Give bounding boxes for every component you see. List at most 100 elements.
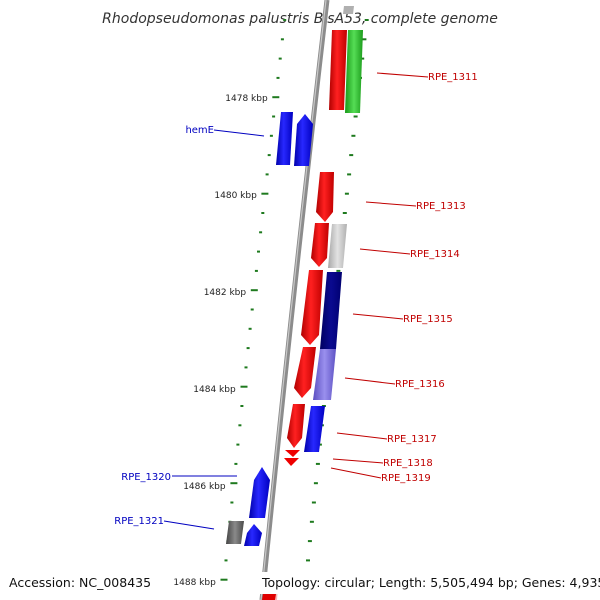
scale-label: 1484 kbp	[193, 385, 236, 395]
map-title: Rhodopseudomonas palustris BisA53, compl…	[102, 11, 498, 27]
outer-tick	[364, 19, 369, 21]
outer-tick	[360, 57, 365, 60]
outer-tick	[344, 192, 349, 195]
gene-label-rpe1320[interactable]: RPE_1320	[121, 472, 171, 483]
outer-tick	[342, 212, 347, 214]
gene-label-rpe1315[interactable]: RPE_1315	[403, 314, 453, 325]
gene-feature-rpe1311	[345, 30, 363, 113]
gene-feature-rpe1321	[226, 521, 244, 544]
leader-rpe1314	[359, 248, 411, 255]
leader-hemE	[213, 129, 265, 137]
leader-rpe1317	[336, 432, 388, 440]
gene-feature-red-1316a	[294, 347, 316, 398]
scale-label: 1480 kbp	[214, 191, 257, 201]
outer-tick	[336, 269, 341, 272]
scale-label: 1488 kbp	[173, 578, 216, 588]
scale-label: 1482 kbp	[204, 288, 247, 298]
gene-feature-red	[329, 30, 347, 110]
gene-feature-red-1314a	[311, 223, 329, 267]
gene-feature-hemE-a	[276, 112, 293, 165]
scale-label: 1486 kbp	[183, 482, 226, 492]
gene-label-leaders	[163, 72, 429, 530]
scale-label: 1478 kbp	[225, 94, 268, 104]
gene-label-rpe1316[interactable]: RPE_1316	[395, 379, 445, 390]
outer-tick	[307, 540, 312, 543]
inner-tick	[250, 308, 254, 311]
inner-tick	[230, 501, 234, 504]
leader-rpe1313	[365, 201, 417, 207]
outer-tick	[313, 482, 318, 485]
gene-feature-hemE-b	[294, 114, 313, 166]
inner-tick	[283, 19, 287, 21]
gene-feature-rpe1317-red	[287, 404, 305, 448]
inner-tick	[240, 385, 248, 388]
genome-backbone-highlight	[260, 0, 327, 600]
outer-tick	[353, 115, 358, 118]
inner-tick	[248, 327, 252, 330]
gene-feature-rpe1319	[284, 458, 299, 466]
genome-backbone	[259, 0, 330, 600]
inner-tick	[238, 424, 242, 427]
gene-label-rpe1319[interactable]: RPE_1319	[381, 473, 431, 484]
inner-tick	[259, 231, 263, 234]
gene-label-rpe1318[interactable]: RPE_1318	[383, 458, 433, 469]
gene-label-rpe1311[interactable]: RPE_1311	[428, 72, 478, 83]
inner-tick	[276, 76, 280, 79]
leader-rpe1319	[330, 467, 382, 479]
inner-tick	[261, 212, 265, 214]
outer-tick	[315, 462, 320, 465]
leader-rpe1311	[376, 72, 429, 78]
leader-rpe1315	[352, 313, 404, 320]
inner-tick	[224, 559, 228, 562]
gene-feature-top-grey	[343, 6, 354, 14]
inner-tick	[246, 347, 250, 350]
outer-tick	[347, 173, 352, 176]
accession-text: Accession: NC_008435	[9, 575, 151, 590]
inner-tick	[240, 405, 244, 407]
inner-tick	[230, 482, 238, 485]
leader-rpe1321	[163, 520, 215, 530]
inner-tick	[269, 134, 273, 137]
outer-tick	[309, 520, 314, 523]
gene-features	[226, 6, 363, 600]
gene-label-rpe1314[interactable]: RPE_1314	[410, 249, 460, 260]
gene-feature-rpe1316	[313, 349, 336, 400]
leader-rpe1316	[344, 377, 396, 385]
gene-label-hemE[interactable]: hemE	[185, 125, 214, 136]
leader-rpe1318	[332, 458, 384, 464]
gene-feature-rpe1314	[328, 224, 347, 268]
inner-tick	[250, 289, 258, 292]
gene-feature-red-bottom	[262, 594, 276, 600]
inner-tick	[267, 154, 271, 157]
gene-label-rpe1317[interactable]: RPE_1317	[387, 434, 437, 445]
outer-tick	[311, 501, 316, 504]
inner-tick	[278, 57, 282, 60]
gene-label-rpe1313[interactable]: RPE_1313	[416, 201, 466, 212]
inner-tick	[261, 192, 269, 195]
gene-feature-rpe1313	[316, 172, 334, 222]
inner-tick	[254, 269, 258, 272]
outer-tick	[362, 38, 367, 41]
gene-feature-rpe1315	[320, 272, 342, 349]
scale-labels: 1478 kbp 1480 kbp 1482 kbp 1484 kbp 1486 kbp…	[173, 94, 268, 588]
topology-text: Topology: circular; Length: 5,505,494 bp…	[261, 575, 600, 590]
footer-backdrop	[257, 572, 600, 594]
inner-tick	[280, 38, 284, 41]
outer-tick	[351, 134, 356, 137]
inner-tick	[236, 443, 240, 446]
inner-tick	[234, 462, 238, 465]
inner-tick	[244, 366, 248, 369]
gene-feature-rpe1320	[249, 467, 270, 518]
inner-tick	[272, 96, 280, 99]
gene-feature-rpe1317	[304, 406, 325, 452]
gene-feature-red-1315a	[301, 270, 323, 345]
inner-tick	[220, 578, 228, 581]
outer-tick	[306, 559, 310, 562]
outer-tick	[349, 154, 354, 157]
gene-feature-blue-1321b	[244, 524, 262, 546]
inner-tick	[257, 250, 260, 253]
gene-label-rpe1321[interactable]: RPE_1321	[114, 516, 164, 527]
gene-feature-rpe1318	[285, 450, 300, 457]
